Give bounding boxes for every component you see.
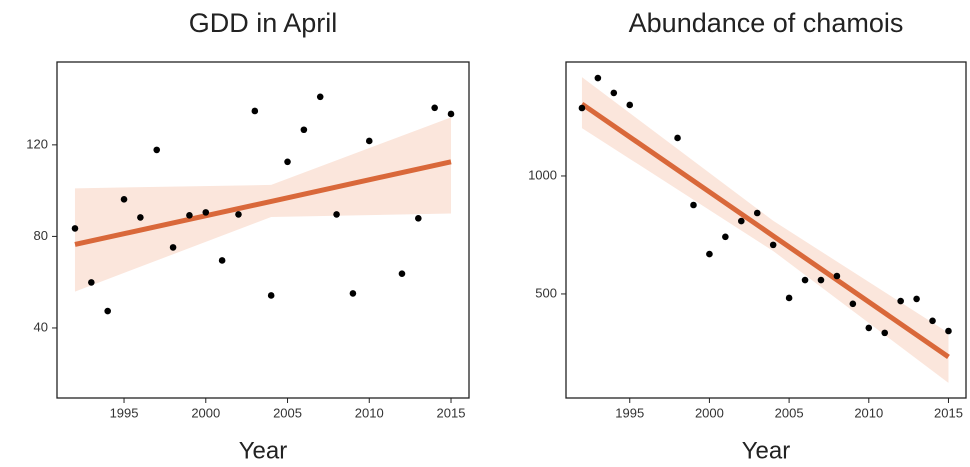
x-tick-label: 2015 [934, 405, 963, 420]
y-tick-label: 80 [34, 228, 48, 243]
x-tick-label: 2000 [695, 405, 724, 420]
fit-line [74, 159, 452, 247]
point [737, 217, 745, 225]
point [801, 276, 809, 284]
point [929, 317, 936, 325]
point [674, 134, 681, 142]
point [202, 209, 210, 216]
point [594, 74, 602, 82]
point [235, 211, 242, 218]
x-tick-label: 2000 [191, 405, 220, 420]
y-tick-label: 1000 [528, 167, 557, 182]
point [785, 294, 793, 302]
point [88, 279, 95, 286]
point [349, 290, 357, 297]
point [865, 324, 873, 332]
point [897, 297, 904, 305]
point [817, 276, 825, 284]
point [153, 146, 161, 154]
x-axis-label: Year [239, 437, 288, 464]
y-tick-label: 120 [26, 136, 48, 151]
point [300, 126, 308, 134]
x-tick-label: 2015 [437, 405, 466, 420]
point [913, 295, 920, 303]
point [365, 137, 373, 145]
point [447, 110, 455, 118]
point [333, 211, 340, 218]
point [169, 244, 177, 251]
chart-title: Abundance of chamois [629, 8, 904, 38]
point [267, 292, 275, 299]
plot-frame [56, 61, 470, 399]
point [71, 225, 79, 232]
point [722, 233, 729, 241]
x-tick-label: 1995 [110, 405, 139, 420]
point [398, 270, 406, 278]
point [316, 93, 324, 101]
point [137, 214, 144, 221]
x-tick-label: 2005 [775, 405, 804, 420]
chart-title: GDD in April [189, 8, 338, 38]
x-tick-label: 2010 [854, 405, 883, 420]
point [769, 241, 777, 249]
point [849, 300, 857, 308]
point [706, 250, 713, 258]
x-tick-label: 2010 [355, 405, 384, 420]
x-tick-label: 2005 [273, 405, 302, 420]
point [104, 307, 111, 315]
fit-line [580, 101, 950, 360]
point [431, 104, 438, 112]
y-tick-label: 500 [535, 285, 557, 300]
point [626, 101, 634, 109]
x-tick-label: 1995 [615, 405, 644, 420]
point [284, 158, 291, 166]
point [186, 212, 193, 219]
y-tick-label: 40 [34, 319, 48, 334]
x-axis-label: Year [742, 437, 791, 464]
point [610, 89, 618, 97]
point [251, 107, 259, 115]
point [120, 196, 128, 203]
point [945, 327, 952, 335]
point [881, 329, 889, 337]
plot-frame [565, 61, 967, 399]
point [218, 257, 226, 264]
point [690, 201, 697, 209]
point [578, 104, 586, 112]
point [415, 215, 422, 222]
point [753, 209, 761, 217]
point [833, 272, 841, 280]
